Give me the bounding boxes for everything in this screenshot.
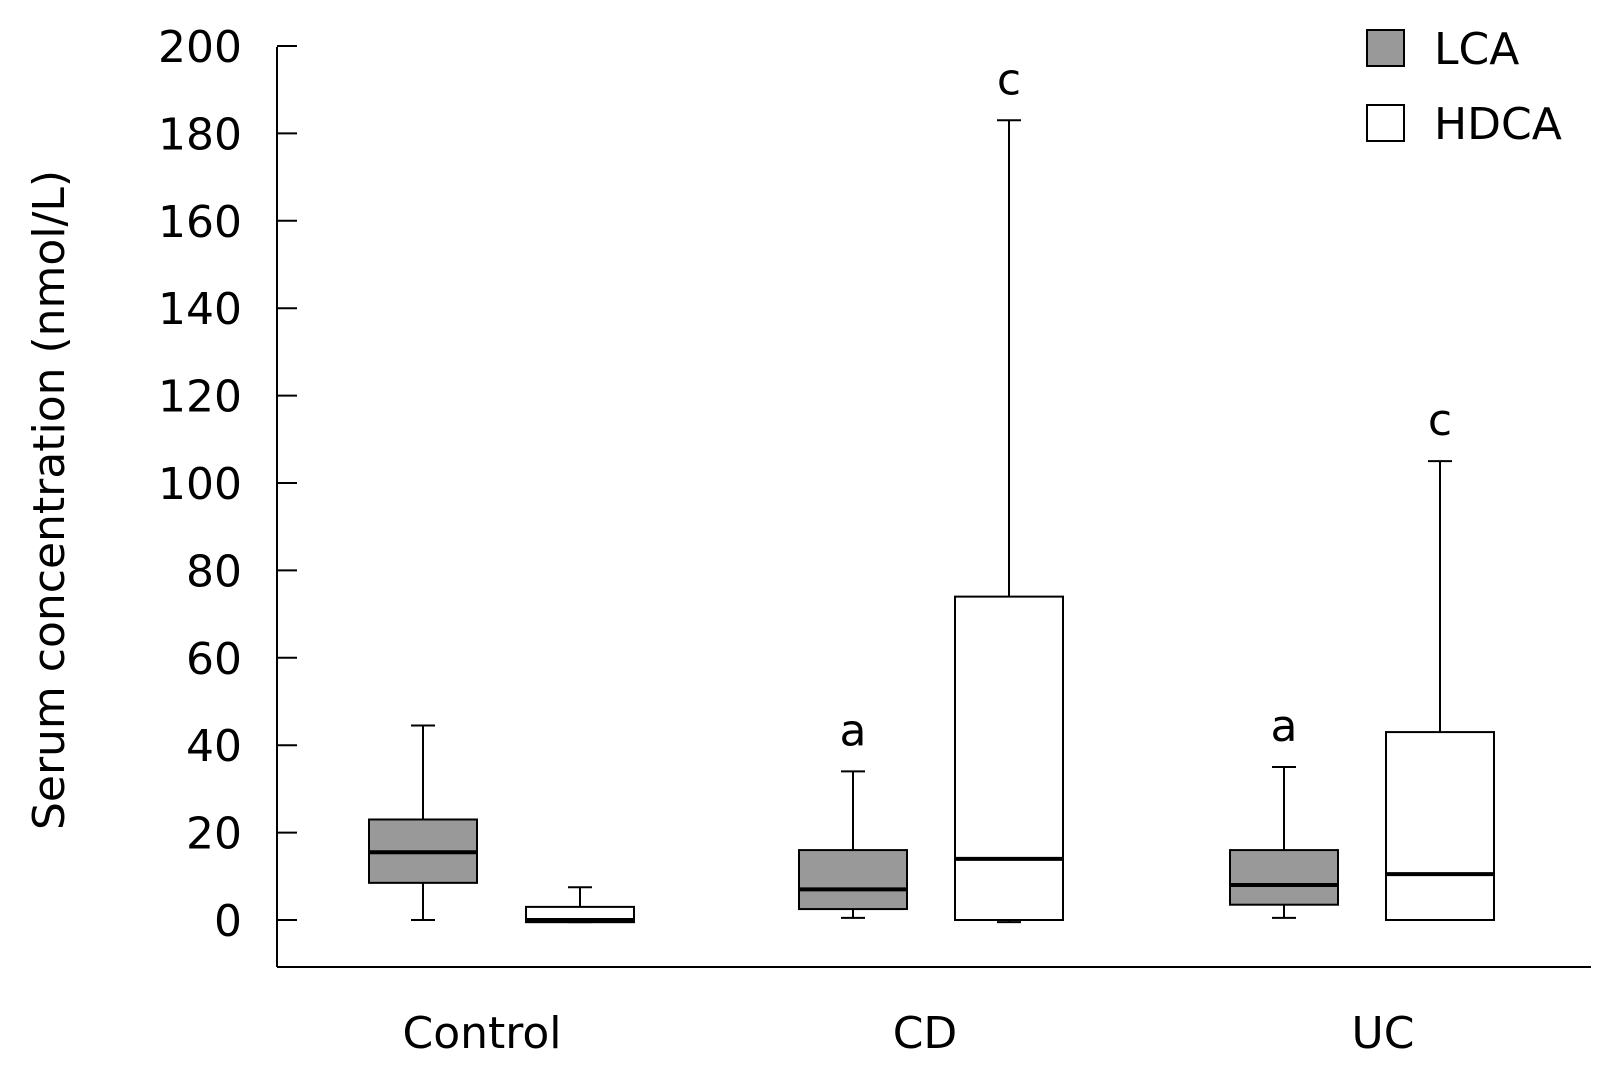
- iqr-box: [1385, 731, 1495, 922]
- significance-label: a: [840, 705, 867, 756]
- iqr-box: [1229, 849, 1339, 906]
- y-tick-label: 120: [158, 372, 242, 423]
- y-ticks: 0 20 40 60 80 100 120 140 160 180 200: [158, 22, 297, 947]
- y-axis-label: Serum concentration (nmol/L): [24, 170, 75, 830]
- y-tick-label: 180: [158, 109, 242, 160]
- category-labels: Control CD UC: [402, 1008, 1414, 1059]
- category-label: UC: [1352, 1008, 1415, 1059]
- y-tick-label: 100: [158, 459, 242, 510]
- y-tick-label: 0: [214, 896, 242, 947]
- box-lca-uc: a: [1229, 701, 1339, 919]
- iqr-box: [798, 849, 908, 911]
- box-lca-cd: a: [798, 705, 908, 919]
- y-tick-label: 60: [186, 634, 242, 685]
- iqr-box: [954, 595, 1064, 921]
- legend: LCA HDCA: [1366, 24, 1562, 150]
- y-tick-label: 40: [186, 721, 242, 772]
- legend-swatch: [1366, 104, 1405, 142]
- legend-label: LCA: [1434, 24, 1519, 75]
- legend-swatch: [1366, 29, 1405, 67]
- box-hdca-uc: c: [1385, 395, 1495, 922]
- significance-label: c: [997, 54, 1021, 105]
- significance-label: c: [1428, 395, 1452, 446]
- boxes: a a c c: [368, 54, 1495, 924]
- axes: 0 20 40 60 80 100 120 140 160 180 200: [158, 22, 1591, 968]
- legend-item-hdca: HDCA: [1366, 99, 1562, 150]
- legend-label: HDCA: [1434, 99, 1562, 150]
- significance-label: a: [1271, 701, 1298, 752]
- category-label: CD: [893, 1008, 958, 1059]
- y-tick-label: 20: [186, 809, 242, 860]
- category-label: Control: [402, 1008, 561, 1059]
- y-tick-label: 200: [158, 22, 242, 73]
- y-tick-label: 140: [158, 284, 242, 335]
- legend-item-lca: LCA: [1366, 24, 1519, 75]
- box-lca-control: [368, 724, 478, 921]
- y-tick-label: 80: [186, 546, 242, 597]
- box-hdca-control: [525, 886, 635, 924]
- y-tick-label: 160: [158, 197, 242, 248]
- box-hdca-cd: c: [954, 54, 1064, 924]
